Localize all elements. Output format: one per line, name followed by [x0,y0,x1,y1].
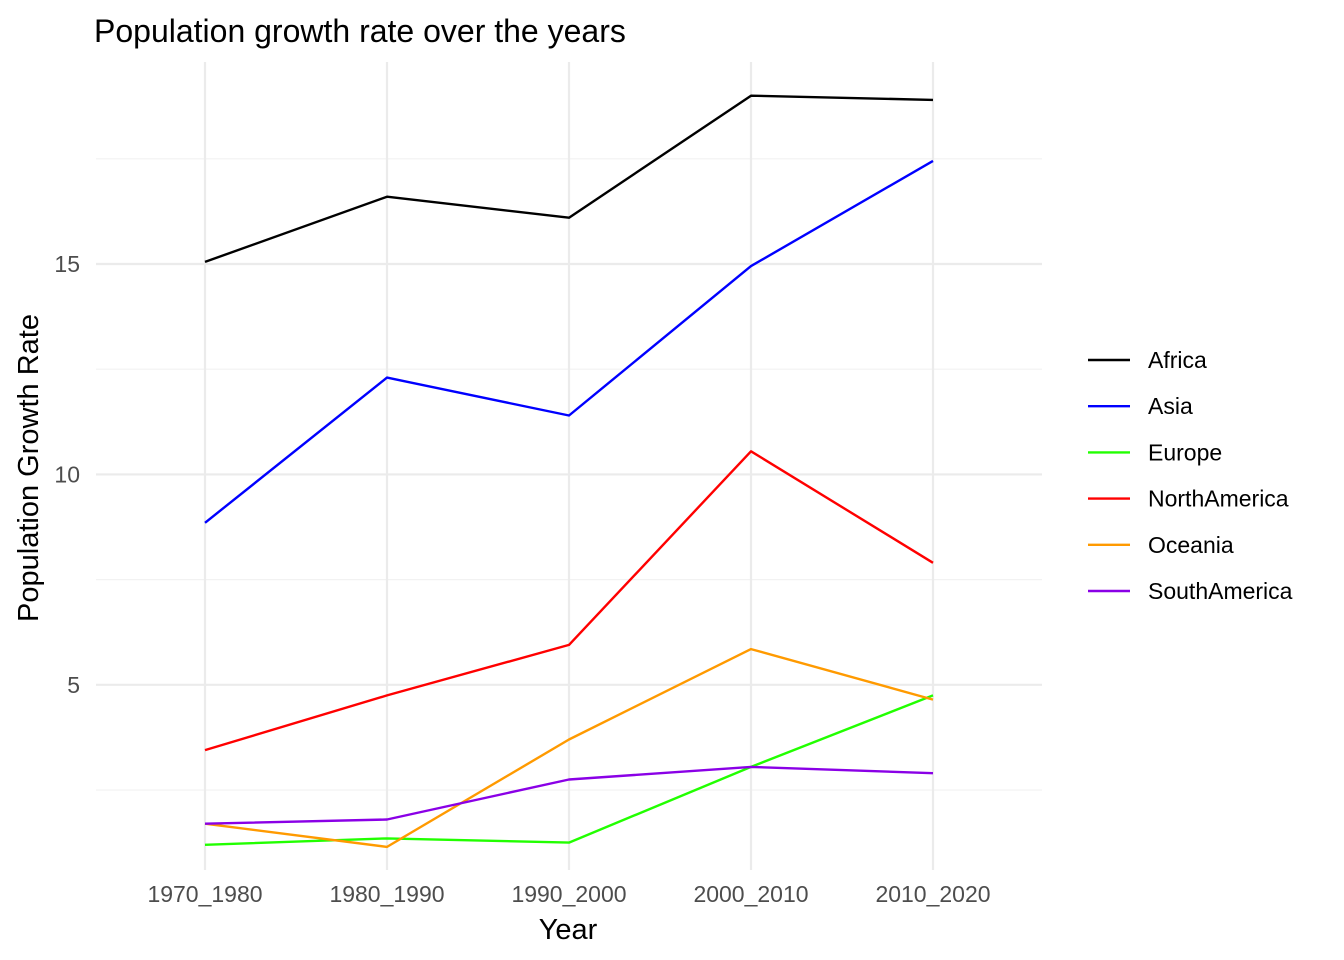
legend-label-southamerica: SouthAmerica [1148,578,1293,604]
series-line-oceania [204,647,934,849]
series-line-asia [204,159,934,524]
chart-title: Population growth rate over the years [94,13,626,49]
legend-label-europe: Europe [1148,439,1222,465]
y-axis-title: Population Growth Rate [13,314,45,622]
legend-label-oceania: Oceania [1148,532,1234,558]
legend-label-asia: Asia [1148,393,1193,419]
major-gridlines [96,62,1042,870]
x-tick-label: 2010_2020 [875,881,990,907]
x-tick-label: 1990_2000 [511,881,626,907]
x-axis-ticks: 1970_1980 1980_1990 1990_2000 2000_2010 2010… [147,881,990,907]
series-line-southamerica [204,765,934,825]
series-line-northamerica [204,450,934,752]
legend: Africa Asia Europe NorthAmerica Oceania South… [1088,347,1293,604]
y-tick-label: 5 [67,672,80,698]
y-tick-label: 10 [54,461,80,487]
x-tick-label: 1970_1980 [147,881,262,907]
legend-label-africa: Africa [1148,347,1207,373]
y-tick-label: 15 [54,251,80,277]
series-lines [204,94,934,849]
x-axis-title: Year [539,914,598,946]
y-axis-ticks: 5 10 15 [54,251,80,698]
x-tick-label: 1980_1990 [329,881,444,907]
x-tick-label: 2000_2010 [693,881,808,907]
series-line-africa [204,94,934,264]
legend-label-northamerica: NorthAmerica [1148,486,1289,512]
series-line-europe [204,694,934,846]
